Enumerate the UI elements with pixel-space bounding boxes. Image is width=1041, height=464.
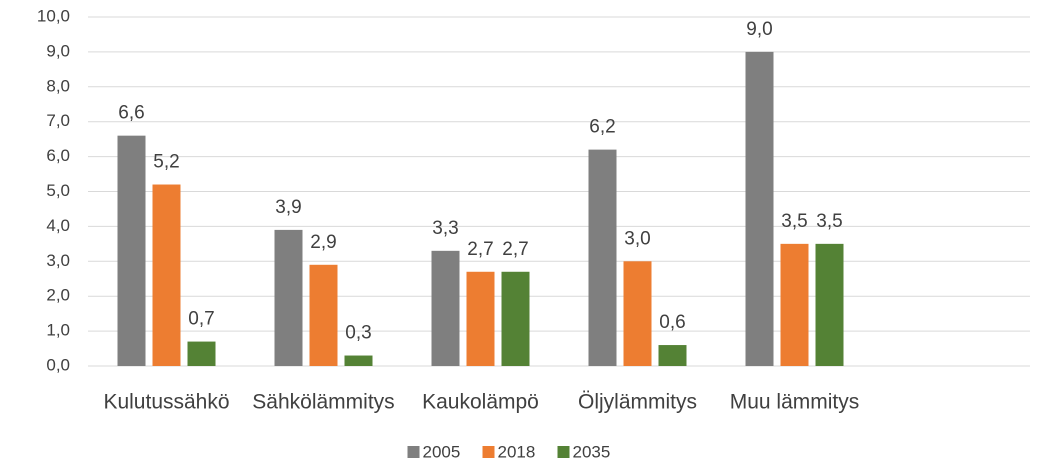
data-label: 3,9: [275, 197, 301, 218]
y-tick-label: 8,0: [46, 76, 70, 95]
data-label: 3,5: [781, 211, 807, 232]
y-tick-label: 5,0: [46, 181, 70, 200]
bar: [344, 355, 373, 366]
bar: [309, 264, 338, 366]
bar: [187, 341, 216, 366]
x-tick-label: Öljylämmitys: [578, 391, 697, 414]
legend-label: 2018: [498, 442, 536, 461]
legend-swatch: [407, 446, 420, 458]
bar: [623, 261, 652, 366]
y-tick-label: 1,0: [46, 321, 70, 340]
y-tick-label: 0,0: [46, 355, 70, 374]
y-tick-label: 10,0: [37, 6, 70, 25]
bar: [117, 135, 146, 366]
data-label: 5,2: [153, 152, 179, 173]
x-tick-label: Sähkölämmitys: [252, 391, 394, 414]
data-label: 9,0: [746, 19, 772, 40]
x-tick-label: Muu lämmitys: [730, 391, 860, 414]
legend-swatch: [557, 446, 570, 458]
bar: [780, 243, 809, 366]
x-tick-label: Kaukolämpö: [422, 391, 539, 414]
data-label: 3,5: [816, 211, 842, 232]
legend-label: 2035: [573, 442, 611, 461]
legend-swatch: [482, 446, 495, 458]
bar: [745, 51, 774, 367]
bar: [274, 229, 303, 366]
data-label: 0,6: [659, 312, 685, 333]
bar: [588, 149, 617, 366]
data-label: 3,3: [432, 218, 458, 239]
data-label: 6,6: [118, 103, 144, 124]
data-label: 6,2: [589, 117, 615, 138]
bar: [466, 271, 495, 366]
legend-label: 2005: [423, 442, 461, 461]
bar: [658, 345, 687, 366]
y-tick-label: 2,0: [46, 286, 70, 305]
y-tick-label: 3,0: [46, 251, 70, 270]
data-label: 2,7: [467, 239, 493, 260]
bar: [501, 271, 530, 366]
data-label: 3,0: [624, 228, 650, 249]
data-label: 2,7: [502, 239, 528, 260]
data-label: 0,7: [188, 309, 214, 330]
data-label: 0,3: [345, 323, 371, 344]
y-tick-label: 6,0: [46, 146, 70, 165]
y-tick-label: 4,0: [46, 216, 70, 235]
bar: [431, 250, 460, 366]
y-tick-label: 9,0: [46, 41, 70, 60]
x-tick-label: Kulutussähkö: [103, 391, 229, 414]
bar: [815, 243, 844, 366]
data-label: 2,9: [310, 232, 336, 253]
y-tick-label: 7,0: [46, 111, 70, 130]
bar: [152, 184, 181, 366]
